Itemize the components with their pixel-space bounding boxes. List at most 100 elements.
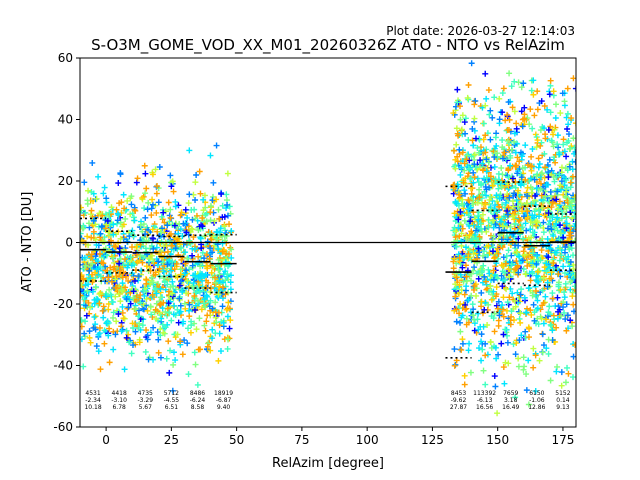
- scatter-point: [568, 206, 575, 213]
- scatter-point: [491, 254, 498, 261]
- scatter-point: [563, 177, 570, 184]
- scatter-point: [485, 288, 492, 295]
- scatter-point: [457, 328, 464, 335]
- scatter-point: [92, 326, 99, 333]
- scatter-point: [481, 273, 488, 280]
- scatter-point: [142, 348, 149, 355]
- scatter-point: [518, 332, 525, 339]
- scatter-point: [529, 146, 536, 153]
- scatter-point: [225, 251, 232, 258]
- scatter-point: [172, 203, 179, 210]
- scatter-point: [455, 224, 462, 231]
- scatter-point: [209, 326, 216, 333]
- scatter-point: [531, 309, 538, 316]
- scatter-point: [536, 213, 543, 220]
- scatter-point: [167, 230, 174, 237]
- scatter-point: [122, 215, 129, 222]
- scatter-point: [107, 291, 114, 298]
- scatter-point: [165, 199, 172, 206]
- scatter-point: [547, 245, 554, 252]
- scatter-point: [142, 170, 149, 177]
- scatter-point: [558, 252, 565, 259]
- scatter-point: [511, 130, 518, 137]
- scatter-point: [212, 330, 219, 337]
- scatter-point: [219, 248, 226, 255]
- scatter-point: [514, 154, 521, 161]
- scatter-point: [199, 215, 206, 222]
- scatter-point: [513, 340, 520, 347]
- scatter-point: [480, 367, 487, 374]
- scatter-point: [153, 290, 160, 297]
- scatter-point: [563, 186, 570, 193]
- scatter-point: [100, 190, 107, 197]
- scatter-point: [518, 108, 525, 115]
- scatter-point: [534, 106, 541, 113]
- scatter-point: [117, 298, 124, 305]
- scatter-point: [453, 318, 460, 325]
- scatter-point: [451, 362, 458, 369]
- scatter-point: [471, 161, 478, 168]
- scatter-point: [222, 227, 229, 234]
- scatter-point: [455, 290, 462, 297]
- scatter-point: [463, 156, 470, 163]
- scatter-point: [168, 183, 175, 190]
- scatter-point: [135, 307, 142, 314]
- scatter-point: [148, 205, 155, 212]
- scatter-point: [558, 178, 565, 185]
- scatter-point: [528, 153, 535, 160]
- scatter-point: [477, 144, 484, 151]
- scatter-point: [557, 186, 564, 193]
- scatter-point: [103, 292, 110, 299]
- scatter-point: [519, 208, 526, 215]
- scatter-point: [534, 297, 541, 304]
- scatter-point: [506, 116, 513, 123]
- scatter-point: [523, 387, 530, 394]
- scatter-point: [543, 181, 550, 188]
- scatter-point: [515, 363, 522, 370]
- scatter-point: [557, 245, 564, 252]
- scatter-point: [178, 278, 185, 285]
- scatter-point: [549, 199, 556, 206]
- scatter-point: [477, 220, 484, 227]
- scatter-point: [129, 231, 136, 238]
- scatter-point: [112, 284, 119, 291]
- scatter-point: [498, 272, 505, 279]
- scatter-point: [490, 224, 497, 231]
- scatter-point: [471, 320, 478, 327]
- scatter-point: [80, 317, 85, 324]
- scatter-point: [457, 300, 464, 307]
- scatter-point: [225, 299, 232, 306]
- scatter-point: [460, 205, 467, 212]
- scatter-point: [569, 173, 576, 180]
- scatter-point: [515, 210, 522, 217]
- scatter-point: [509, 213, 516, 220]
- scatter-point: [162, 324, 169, 331]
- scatter-point: [183, 229, 190, 236]
- scatter-point: [489, 114, 496, 121]
- scatter-point: [476, 194, 483, 201]
- scatter-point: [476, 186, 483, 193]
- scatter-point: [452, 165, 459, 172]
- scatter-point: [120, 191, 127, 198]
- bin-mean-label: -9.62: [451, 397, 467, 404]
- scatter-point: [478, 289, 485, 296]
- scatter-point: [157, 286, 164, 293]
- scatter-point: [123, 334, 130, 341]
- scatter-point: [95, 173, 102, 180]
- scatter-point: [566, 268, 573, 275]
- scatter-point: [80, 275, 87, 282]
- scatter-point: [132, 306, 139, 313]
- scatter-point: [512, 394, 519, 401]
- scatter-point: [514, 170, 521, 177]
- scatter-point: [563, 214, 570, 221]
- scatter-point: [453, 306, 460, 313]
- scatter-point: [113, 318, 120, 325]
- scatter-point: [485, 301, 492, 308]
- scatter-point: [482, 352, 489, 359]
- scatter-point: [105, 332, 112, 339]
- y-tick-label: 20: [58, 174, 73, 188]
- scatter-point: [564, 312, 571, 319]
- scatter-point: [466, 340, 473, 347]
- scatter-point: [541, 125, 548, 132]
- scatter-point: [555, 308, 562, 315]
